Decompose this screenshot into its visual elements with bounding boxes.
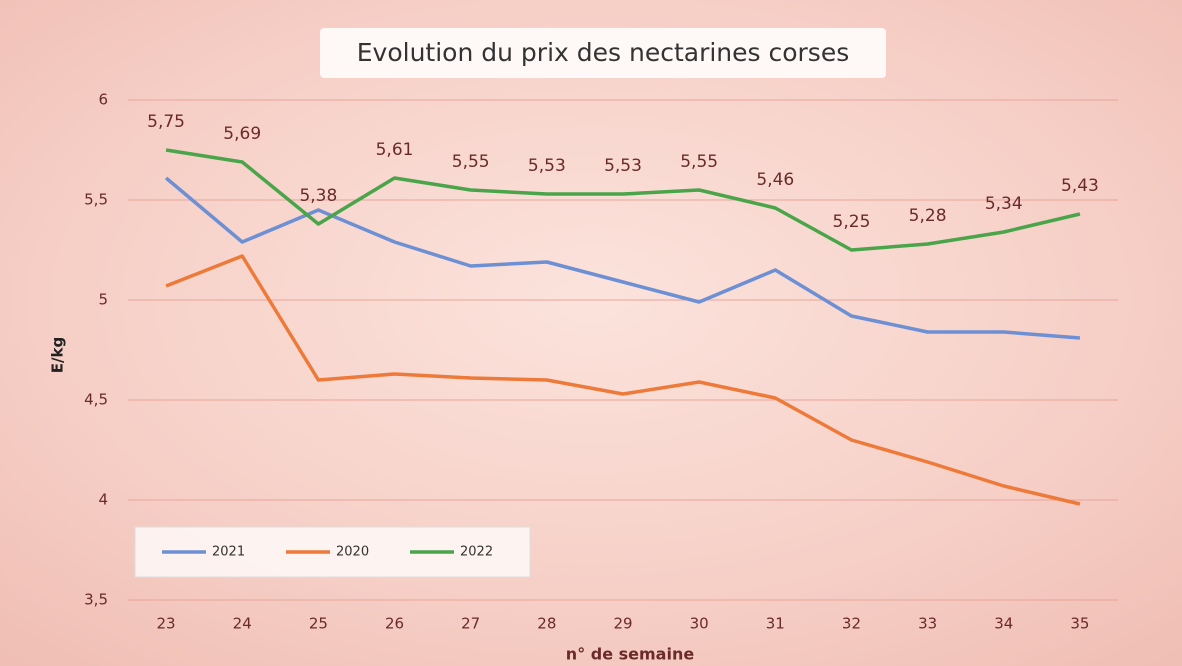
x-tick-label: 31	[766, 615, 785, 633]
x-tick-label: 32	[842, 615, 861, 633]
data-label: 5,25	[833, 212, 871, 232]
data-label: 5,43	[1061, 176, 1099, 196]
chart-title: Evolution du prix des nectarines corses	[357, 38, 850, 67]
data-label: 5,55	[452, 152, 490, 172]
y-tick-label: 3,5	[84, 591, 108, 609]
data-label: 5,38	[299, 186, 337, 206]
data-label: 5,69	[223, 124, 261, 144]
x-tick-label: 35	[1070, 615, 1089, 633]
x-tick-label: 27	[461, 615, 480, 633]
x-tick-label: 33	[918, 615, 937, 633]
legend-label: 2022	[460, 545, 493, 560]
data-label: 5,53	[604, 156, 642, 176]
legend-label: 2020	[336, 545, 369, 560]
x-tick-label: 23	[157, 615, 176, 633]
x-axis-label: n° de semaine	[566, 645, 695, 664]
data-label: 5,53	[528, 156, 566, 176]
legend-label: 2021	[212, 545, 245, 560]
y-tick-label: 5	[98, 291, 108, 309]
y-tick-label: 5,5	[84, 191, 108, 209]
y-tick-label: 6	[98, 91, 108, 109]
x-tick-label: 30	[690, 615, 709, 633]
y-tick-label: 4,5	[84, 391, 108, 409]
chart: Evolution du prix des nectarines corses …	[0, 0, 1182, 666]
data-label: 5,34	[985, 194, 1023, 214]
x-tick-label: 34	[994, 615, 1013, 633]
data-label: 5,75	[147, 112, 185, 132]
x-tick-label: 28	[537, 615, 556, 633]
data-label: 5,61	[376, 140, 414, 160]
x-tick-label: 25	[309, 615, 328, 633]
x-tick-label: 24	[233, 615, 252, 633]
data-label: 5,28	[909, 206, 947, 226]
x-tick-label: 26	[385, 615, 404, 633]
data-label: 5,46	[756, 170, 794, 190]
y-tick-label: 4	[98, 491, 108, 509]
y-axis-label: E/kg	[49, 337, 67, 373]
x-tick-label: 29	[613, 615, 632, 633]
data-label: 5,55	[680, 152, 718, 172]
